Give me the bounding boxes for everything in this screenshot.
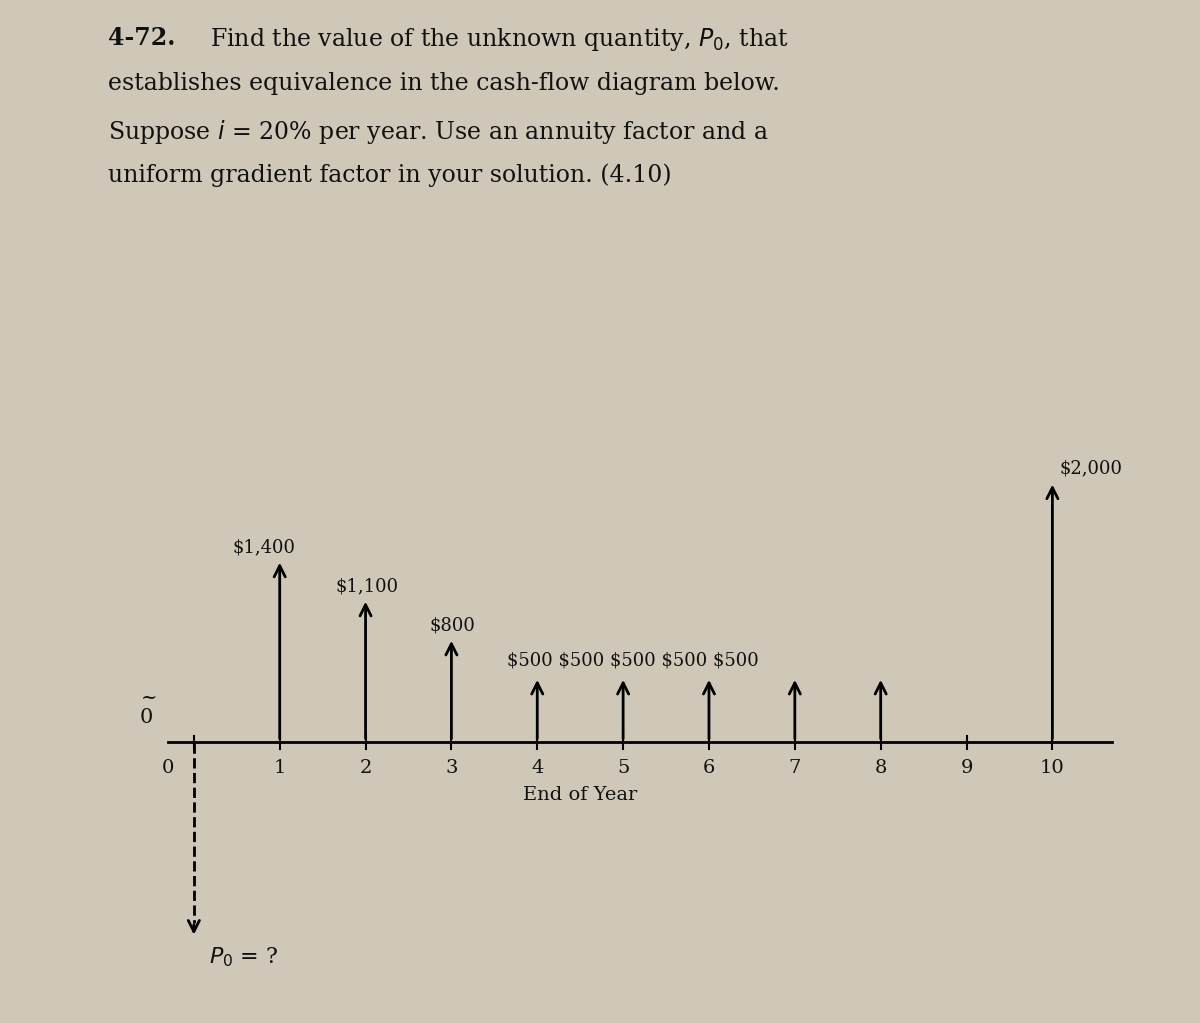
Text: 7: 7 xyxy=(788,759,802,777)
Text: uniform gradient factor in your solution. (4.10): uniform gradient factor in your solution… xyxy=(108,164,672,187)
Text: 1: 1 xyxy=(274,759,286,777)
Text: $1,400: $1,400 xyxy=(233,538,295,555)
Text: 0: 0 xyxy=(162,759,174,777)
Text: 4-72.: 4-72. xyxy=(108,26,175,49)
Text: 2: 2 xyxy=(359,759,372,777)
Text: $800: $800 xyxy=(430,616,476,634)
Text: $1,100: $1,100 xyxy=(336,577,398,595)
Text: Suppose $i$ = 20% per year. Use an annuity factor and a: Suppose $i$ = 20% per year. Use an annui… xyxy=(108,118,768,145)
Text: 0: 0 xyxy=(140,708,154,726)
Text: 3: 3 xyxy=(445,759,457,777)
Text: 9: 9 xyxy=(960,759,973,777)
Text: 6: 6 xyxy=(703,759,715,777)
Text: 4: 4 xyxy=(532,759,544,777)
Text: 5: 5 xyxy=(617,759,629,777)
Text: $500 $500 $500 $500 $500: $500 $500 $500 $500 $500 xyxy=(508,652,758,669)
Text: Find the value of the unknown quantity, $P_0$, that: Find the value of the unknown quantity, … xyxy=(210,26,788,52)
Text: establishes equivalence in the cash-flow diagram below.: establishes equivalence in the cash-flow… xyxy=(108,72,780,94)
Text: 10: 10 xyxy=(1040,759,1064,777)
Text: $2,000: $2,000 xyxy=(1060,459,1122,478)
Text: ~: ~ xyxy=(142,688,157,707)
Text: 8: 8 xyxy=(875,759,887,777)
Text: $P_0$ = ?: $P_0$ = ? xyxy=(209,945,278,969)
Text: End of Year: End of Year xyxy=(523,787,637,804)
